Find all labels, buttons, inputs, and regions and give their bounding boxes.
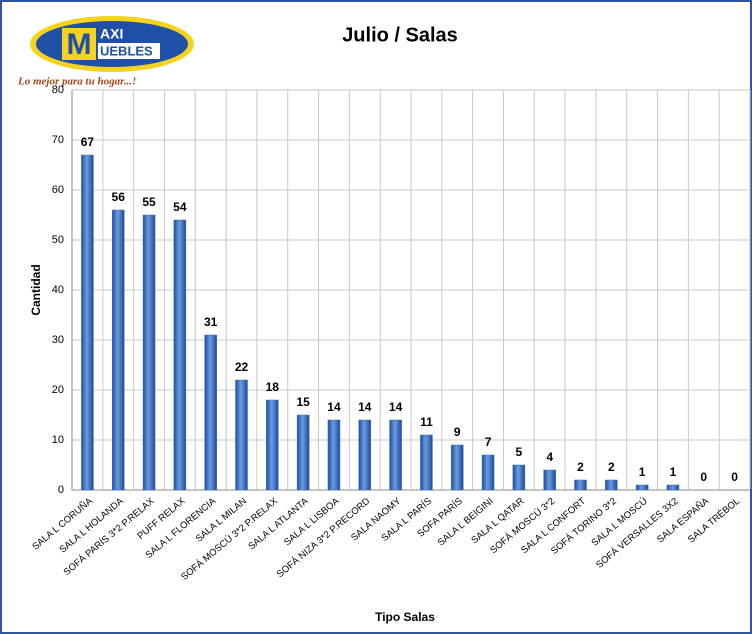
data-label: 14: [327, 400, 341, 414]
y-tick-label: 60: [52, 184, 64, 196]
chart-title: Julio / Salas: [342, 24, 458, 46]
bar: [605, 479, 618, 491]
y-tick-label: 20: [52, 384, 64, 396]
y-axis-title: Cantidad: [29, 264, 43, 315]
bar: [111, 209, 125, 491]
data-label: 2: [608, 460, 615, 474]
bar: [512, 464, 526, 491]
bar: [635, 484, 649, 491]
y-tick-label: 30: [52, 334, 64, 346]
bar: [235, 379, 248, 491]
data-label: 54: [173, 200, 187, 214]
data-label: 18: [266, 380, 280, 394]
bar: [327, 419, 341, 491]
data-label: 14: [358, 400, 372, 414]
logo-brand-top: AXI: [100, 26, 123, 42]
data-label: 4: [546, 450, 553, 464]
bar: [358, 419, 372, 491]
bar: [666, 484, 680, 491]
y-tick-label: 40: [52, 284, 64, 296]
data-label: 0: [700, 470, 707, 484]
data-label: 55: [142, 195, 156, 209]
logo-tagline: Lo mejor para tu hogar...!: [17, 76, 136, 88]
data-label: 9: [454, 425, 461, 439]
y-tick-label: 50: [52, 234, 64, 246]
data-label: 2: [577, 460, 584, 474]
bar: [574, 479, 587, 491]
logo-brand-bottom: UEBLES: [100, 43, 153, 58]
data-label: 67: [81, 135, 95, 149]
data-label: 1: [639, 465, 646, 479]
bar: [389, 419, 402, 491]
y-tick-label: 10: [52, 434, 64, 446]
bar: [450, 444, 464, 491]
x-axis-title: Tipo Salas: [375, 610, 435, 624]
bar: [420, 434, 433, 491]
data-label: 22: [235, 360, 249, 374]
logo-initial: M: [67, 28, 92, 61]
bar: [266, 399, 279, 491]
data-label: 7: [485, 435, 492, 449]
data-label: 5: [516, 445, 523, 459]
data-label: 56: [112, 190, 126, 204]
logo-m-bg: [62, 28, 96, 60]
bar: [543, 469, 556, 491]
bar: [296, 414, 310, 491]
data-label: 14: [389, 400, 403, 414]
bar: [204, 334, 217, 491]
data-label: 31: [204, 315, 218, 329]
logo: M AXI UEBLES Lo mejor para tu hogar...!: [17, 16, 194, 88]
y-tick-label: 80: [52, 84, 64, 96]
bar: [81, 154, 94, 491]
data-label: 15: [296, 395, 310, 409]
logo-band: [98, 43, 160, 59]
y-tick-label: 0: [58, 484, 64, 496]
bar: [142, 214, 156, 491]
bar: [173, 219, 187, 491]
data-label: 0: [731, 470, 738, 484]
data-label: 1: [670, 465, 677, 479]
data-label: 11: [420, 415, 433, 429]
y-tick-label: 70: [52, 134, 64, 146]
bar: [481, 454, 495, 491]
